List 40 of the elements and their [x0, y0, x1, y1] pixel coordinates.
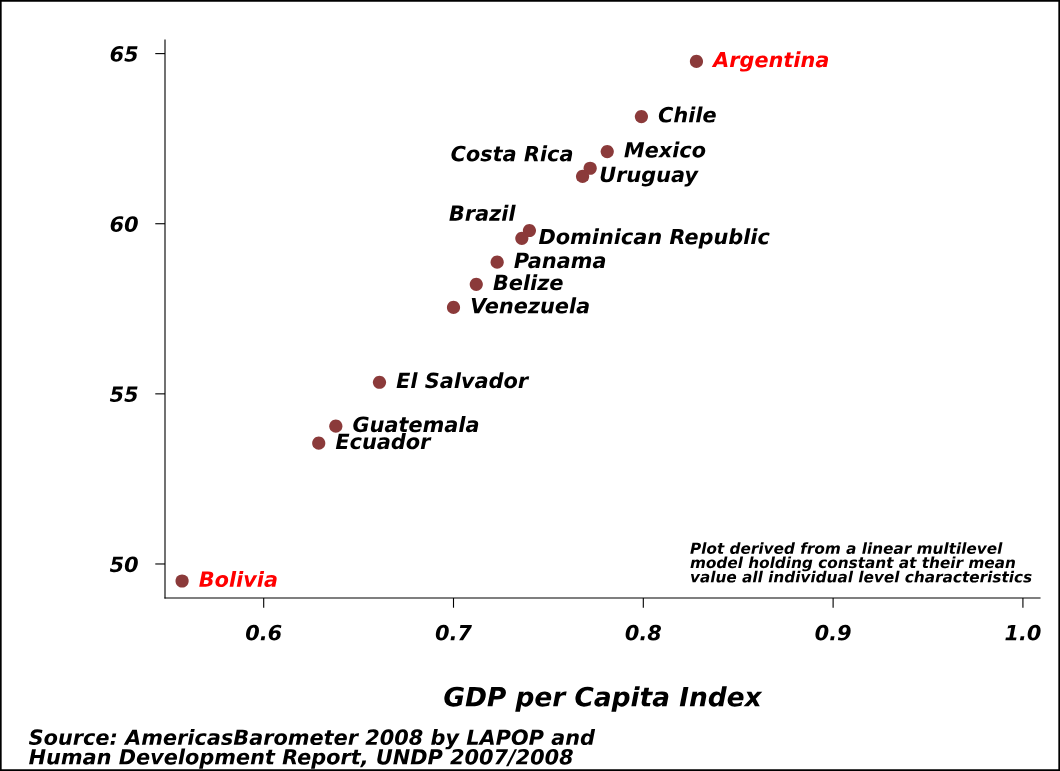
- x-tick-label: 0.7: [435, 624, 472, 641]
- point: [175, 574, 189, 588]
- annotation: Plot derived from a linear multilevel model holding constant at their mean value all individual level characteristics: [690, 542, 1032, 583]
- point: [634, 109, 648, 124]
- point: [490, 255, 504, 269]
- y-tick-label: 50: [109, 556, 138, 573]
- source-note: Source: AmericasBarometer 2008 by LAPOP and Human Development Report, UNDP 2007/2008: [28, 728, 596, 769]
- point: [469, 277, 483, 291]
- y-tick-label: 60: [110, 216, 138, 232]
- annotation: Brazil: [449, 204, 516, 221]
- point: [312, 436, 326, 450]
- annotation: Ecuador: [335, 433, 432, 450]
- annotation: Mexico: [624, 141, 706, 158]
- point: [583, 161, 597, 175]
- annotation: Belize: [493, 274, 563, 291]
- point: [515, 231, 529, 245]
- x-tick-label: 0.8: [625, 624, 661, 641]
- point: [329, 419, 343, 433]
- annotation: Chile: [658, 106, 716, 123]
- y-tick-label: 55: [109, 386, 138, 403]
- point: [600, 145, 614, 159]
- y-tick-label: 65: [110, 46, 138, 62]
- point: [689, 54, 704, 69]
- annotation: Panama: [514, 252, 606, 269]
- x-tick-label: 0.6: [246, 624, 282, 641]
- annotation: Argentina: [711, 51, 829, 72]
- annotation: Guatemala: [353, 416, 479, 433]
- x-tick-label: 1.0: [1005, 624, 1041, 641]
- annotation: El Salvador: [396, 372, 530, 389]
- point: [575, 169, 590, 184]
- annotation: Costa Rica: [451, 145, 573, 162]
- x-tick-label: 0.9: [815, 624, 851, 641]
- point: [446, 300, 461, 315]
- x-axis-title: GDP per Capita Index: [444, 686, 763, 712]
- point: [372, 375, 387, 389]
- point: [522, 223, 537, 238]
- annotation: Bolivia: [199, 570, 277, 588]
- annotation: Venezuela: [471, 297, 589, 314]
- annotation: Uruguay: [600, 166, 699, 187]
- annotation: Dominican Republic: [538, 228, 770, 249]
